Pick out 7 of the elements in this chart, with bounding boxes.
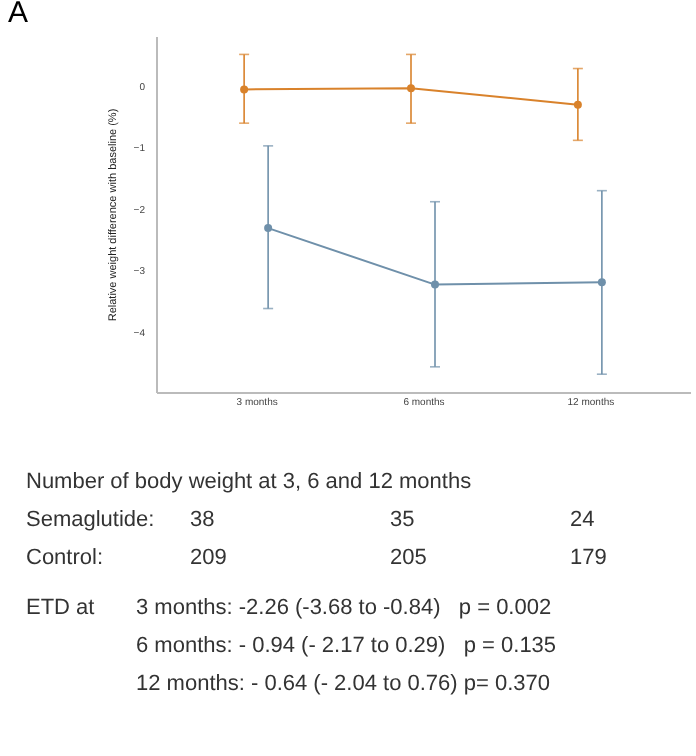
text: Number of body weight at 3, 6 and 12 months	[26, 468, 472, 498]
text: Semaglutide: 38 35 24	[26, 508, 595, 532]
chart-title: A	[8, 0, 29, 30]
text: ETD at 3 months: -2.26 (-3.68 to -0.84) p = 0.002	[26, 596, 552, 620]
text: 12 months: - 0.64 (- 2.04 to 0.76) p= 0.370	[136, 670, 552, 700]
text: 6 months: - 0.94 (- 2.17 to 0.29) p = 0.135	[136, 632, 559, 662]
text: Control: 209 205 179	[26, 546, 607, 570]
